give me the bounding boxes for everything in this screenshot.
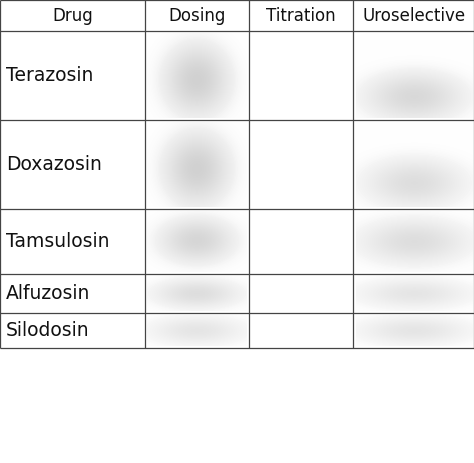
Text: Dosing: Dosing: [168, 7, 226, 25]
Text: Uroselective: Uroselective: [362, 7, 465, 25]
Text: Drug: Drug: [52, 7, 92, 25]
Text: Titration: Titration: [266, 7, 336, 25]
Text: Terazosin: Terazosin: [6, 66, 93, 86]
Text: Tamsulosin: Tamsulosin: [6, 232, 109, 251]
Text: Doxazosin: Doxazosin: [6, 155, 101, 175]
Text: Alfuzosin: Alfuzosin: [6, 284, 90, 303]
Text: Silodosin: Silodosin: [6, 321, 89, 340]
